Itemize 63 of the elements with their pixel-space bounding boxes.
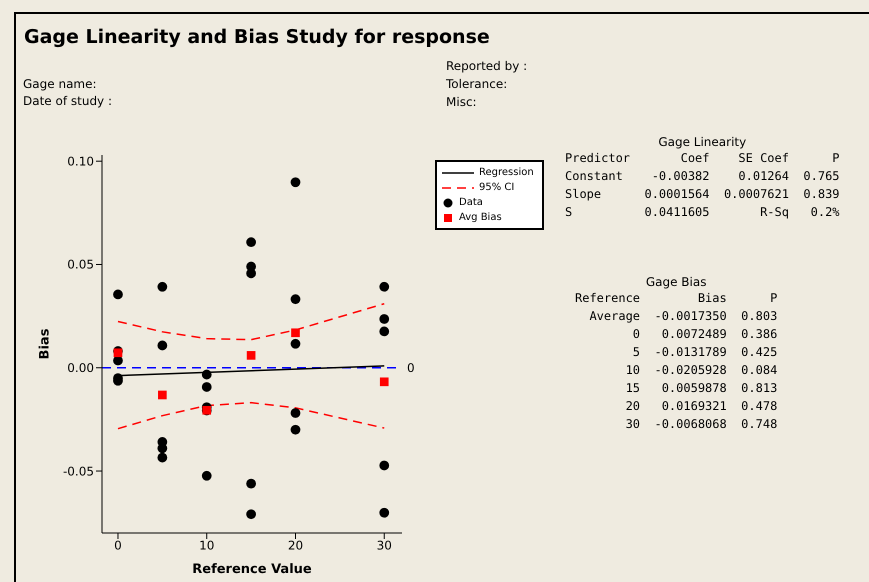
point	[202, 382, 212, 392]
line-series	[117, 402, 385, 430]
x-tick-label: 30	[376, 538, 392, 553]
text: Gage Bias	[644, 275, 708, 289]
y-tick-label: 0.10	[67, 154, 94, 168]
x-axis-title: Reference Value	[192, 562, 312, 577]
point	[158, 390, 167, 400]
x-tick-label: 20	[288, 538, 304, 553]
point	[113, 290, 123, 300]
point	[379, 460, 390, 470]
text: S 0.0411605 R-Sq 0.2%	[565, 204, 840, 221]
point	[113, 356, 123, 366]
text: 30 -0.0068068 0.748	[624, 416, 778, 433]
legend-label: Avg Bias	[459, 211, 502, 225]
text: Tolerance:	[446, 77, 508, 91]
line-series	[117, 302, 385, 340]
point	[246, 237, 256, 248]
text: Average -0.0017350 0.803	[588, 308, 778, 325]
y-tick-label: 0.05	[67, 258, 94, 272]
point	[246, 509, 256, 520]
text: Gage Linearity	[657, 135, 748, 149]
point	[379, 314, 390, 324]
point	[379, 508, 390, 518]
text: 0 0.0072489 0.386	[632, 326, 778, 343]
point	[157, 282, 168, 292]
text: Misc:	[446, 95, 477, 109]
x-tick-label: 10	[199, 538, 214, 553]
category-label: Reference Bias P	[575, 291, 778, 305]
y-tick-label: -0.05	[62, 464, 94, 478]
point	[290, 294, 300, 304]
point	[290, 408, 300, 418]
point	[202, 470, 212, 481]
point	[379, 282, 390, 292]
point	[379, 326, 390, 336]
point	[246, 268, 256, 278]
text: 20 0.0169321 0.478	[624, 398, 778, 415]
point	[290, 177, 300, 188]
point	[290, 424, 300, 435]
legend-label: Data	[459, 196, 483, 210]
point	[246, 478, 256, 489]
legend-label: 95% CI	[479, 181, 514, 195]
legend-label: Regression	[479, 166, 534, 180]
text: Gage name:	[23, 77, 97, 91]
text: Reported by :	[446, 59, 528, 73]
x-tick-label: 0	[114, 538, 122, 553]
text: Slope 0.0001564 0.0007621 0.839	[565, 186, 840, 203]
point	[246, 351, 256, 360]
text: Date of study :	[23, 94, 112, 108]
point	[157, 340, 168, 350]
text: 5 -0.0131789 0.425	[632, 344, 778, 361]
chart-title: Gage Linearity and Bias Study for response	[24, 26, 490, 48]
y-axis-title: Bias	[38, 328, 53, 360]
point	[157, 452, 168, 462]
point	[291, 328, 300, 338]
ref-line-label: 0	[407, 361, 415, 376]
category-label: Predictor Coef SE Coef P	[565, 151, 840, 165]
point	[202, 370, 212, 380]
text: Constant -0.00382 0.01264 0.765	[565, 168, 840, 185]
text: 15 0.0059878 0.813	[624, 380, 778, 397]
y-tick-label: 0.00	[67, 361, 94, 376]
point	[380, 377, 389, 386]
text: 10 -0.0205928 0.084	[624, 362, 778, 379]
point	[290, 338, 300, 349]
